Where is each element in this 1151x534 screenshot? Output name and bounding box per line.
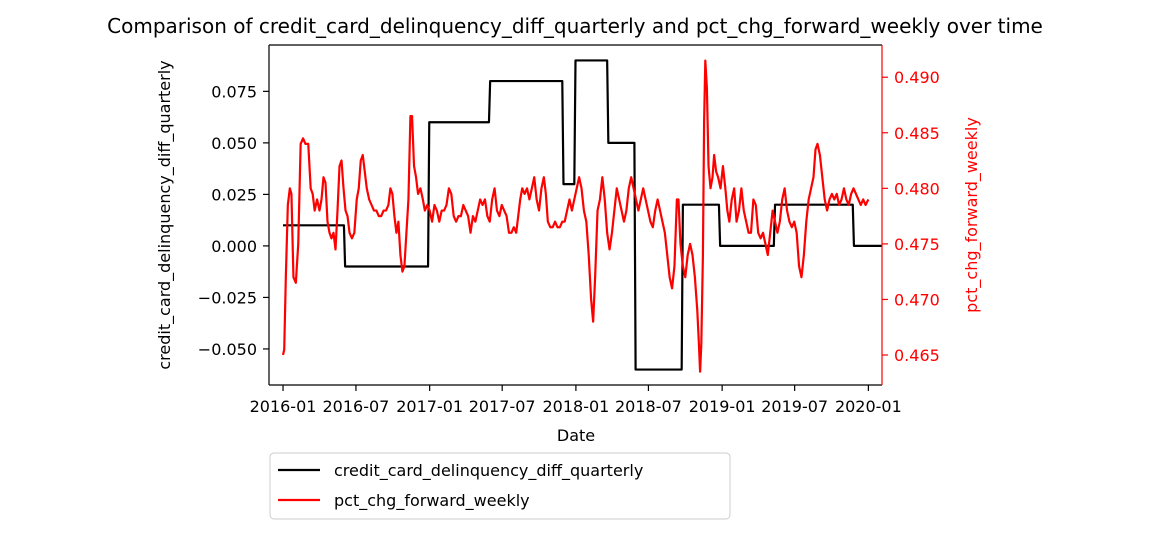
plot-area xyxy=(268,44,883,386)
x-tick-label: 2016-07 xyxy=(323,397,390,416)
right-y-tick-label: 0.465 xyxy=(894,346,940,365)
right-y-tick-label: 0.490 xyxy=(894,68,940,87)
left-y-axis-label: credit_card_delinquency_diff_quarterly xyxy=(155,60,175,369)
right-y-tick-label: 0.480 xyxy=(894,179,940,198)
legend-frame xyxy=(269,452,731,520)
x-axis: 2016-01 2016-07 2017-01 2017-07 2018-01 2018-… xyxy=(250,385,902,416)
right-y-tick-label: 0.475 xyxy=(894,235,940,254)
left-y-tick-label: 0.050 xyxy=(211,134,257,153)
series-line-delinquency xyxy=(283,59,882,371)
left-y-tick-label: −0.050 xyxy=(198,340,257,359)
right-y-axis: 0.465 0.470 0.475 0.480 0.485 0.490 xyxy=(882,68,940,365)
legend-label-delinquency: credit_card_delinquency_diff_quarterly xyxy=(334,461,643,481)
x-tick-label: 2018-07 xyxy=(615,397,682,416)
x-tick-label: 2020-01 xyxy=(835,397,902,416)
left-y-tick-label: −0.025 xyxy=(198,288,257,307)
chart-title: Comparison of credit_card_delinquency_di… xyxy=(107,14,1043,38)
left-y-tick-label: 0.025 xyxy=(211,185,257,204)
x-tick-label: 2019-01 xyxy=(689,397,756,416)
left-y-tick-label: 0.075 xyxy=(211,82,257,101)
legend: credit_card_delinquency_diff_quarterly p… xyxy=(269,452,731,520)
left-y-axis: −0.050 −0.025 0.000 0.025 0.050 0.075 xyxy=(198,82,269,359)
right-y-tick-label: 0.485 xyxy=(894,124,940,143)
left-y-tick-label: 0.000 xyxy=(211,237,257,256)
x-tick-label: 2018-01 xyxy=(542,397,609,416)
legend-label-pct-chg: pct_chg_forward_weekly xyxy=(334,491,530,511)
x-tick-label: 2016-01 xyxy=(250,397,317,416)
right-y-axis-label: pct_chg_forward_weekly xyxy=(962,117,982,313)
series-line-pct-chg xyxy=(281,59,870,373)
x-tick-label: 2019-07 xyxy=(761,397,828,416)
right-y-tick-label: 0.470 xyxy=(894,290,940,309)
x-axis-label: Date xyxy=(557,426,595,445)
x-tick-label: 2017-01 xyxy=(396,397,463,416)
x-tick-label: 2017-07 xyxy=(469,397,536,416)
